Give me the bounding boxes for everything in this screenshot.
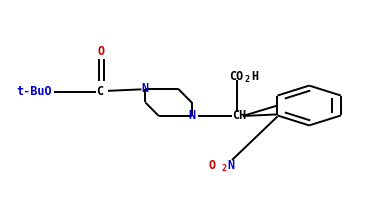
Text: N: N [227,159,234,172]
Text: t-BuO: t-BuO [16,85,52,98]
Text: N: N [188,110,195,122]
Text: CO: CO [229,70,243,83]
Text: CH: CH [232,110,246,122]
Text: O: O [208,159,215,172]
Text: C: C [97,85,104,98]
Text: 2: 2 [245,75,250,84]
Text: H: H [251,70,259,83]
Text: 2: 2 [221,164,226,173]
Text: N: N [142,82,149,95]
Text: O: O [98,45,105,58]
